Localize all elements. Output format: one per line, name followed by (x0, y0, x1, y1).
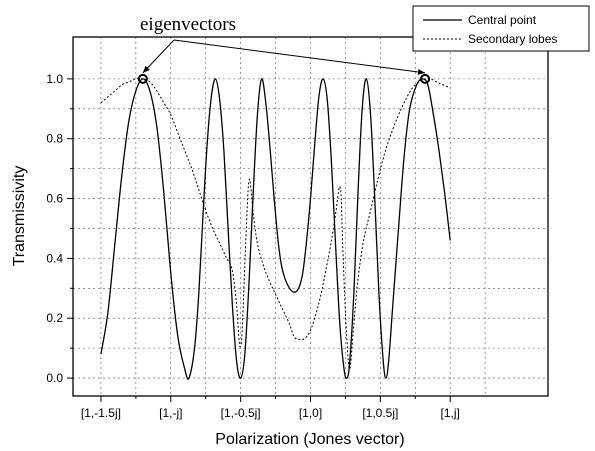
y-tick-label-4: 0.8 (46, 132, 63, 146)
x-tick-label-1: [1,-j] (159, 406, 182, 420)
x-tick-label-5: [1,j] (441, 406, 460, 420)
x-tick-label-4: [1,0.5j] (362, 406, 398, 420)
eigenvector-markers (137, 73, 431, 84)
annotation-arrowhead-0 (142, 65, 150, 73)
x-axis: [1,-1.5j] [1,-j] [1,-0.5j] [1,0] [1,0.5j] [1,… (81, 396, 460, 420)
y-tick-label-0: 0.0 (46, 371, 63, 385)
x-tick-label-2: [1,-0.5j] (221, 406, 261, 420)
eigenvectors-label: eigenvectors (140, 14, 236, 35)
y-axis-title: Transmissivity (11, 166, 28, 267)
y-tick-label-2: 0.4 (46, 251, 63, 265)
series-line-secondary-lobes (100, 78, 451, 370)
legend-label-secondary-lobes: Secondary lobes (468, 32, 557, 46)
series-layer (100, 78, 451, 380)
y-tick-label-5: 1.0 (46, 72, 63, 86)
x-tick-label-0: [1,-1.5j] (81, 406, 121, 420)
y-tick-label-3: 0.6 (46, 192, 63, 206)
x-tick-label-3: [1,0] (299, 406, 322, 420)
eigenvector-marker-1 (420, 73, 431, 84)
x-axis-title: Polarization (Jones vector) (215, 431, 404, 448)
grid (73, 37, 548, 396)
legend-label-central-point: Central point (468, 13, 537, 27)
annotation-arrowhead-1 (417, 69, 426, 75)
eigenvectors-annotation: eigenvectors (140, 14, 426, 75)
legend: Central point Secondary lobes (412, 5, 590, 52)
series-line-central-point (100, 78, 451, 380)
eigenvector-marker-0 (137, 73, 148, 84)
y-tick-label-1: 0.2 (46, 311, 63, 325)
annotation-arrow-0 (142, 39, 175, 74)
annotation-arrow-1 (173, 39, 426, 74)
legend-box (412, 5, 590, 52)
y-axis: 0.0 0.2 0.4 0.6 0.8 1.0 (46, 72, 73, 385)
